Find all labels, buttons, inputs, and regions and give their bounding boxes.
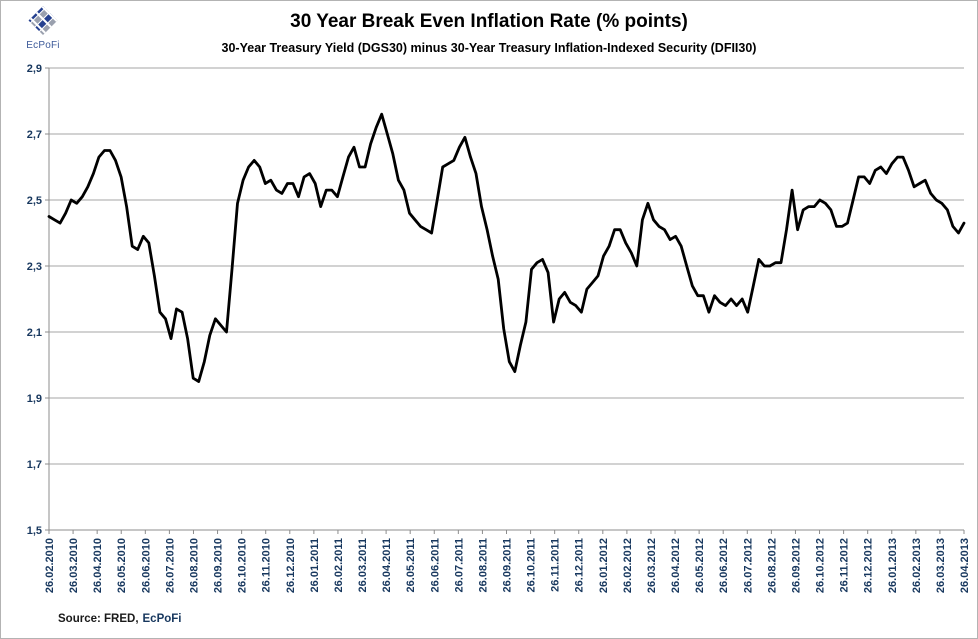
x-axis-tick-label: 26.03.2011 bbox=[357, 538, 369, 592]
data-line bbox=[47, 112, 966, 383]
x-axis-tick-label: 26.01.2012 bbox=[598, 538, 610, 593]
x-axis-tick-label: 26.08.2012 bbox=[766, 538, 778, 593]
x-axis-tick-label: 26.01.2013 bbox=[887, 538, 899, 593]
x-axis-tick-label: 26.02.2010 bbox=[44, 538, 56, 593]
x-axis-tick-label: 26.07.2011 bbox=[453, 538, 465, 592]
x-axis-tick-label: 26.02.2012 bbox=[622, 538, 634, 593]
x-axis-tick-label: 26.02.2013 bbox=[911, 538, 923, 593]
y-axis-tick-label: 1,9 bbox=[27, 393, 42, 405]
x-axis-tick-label: 26.03.2013 bbox=[935, 538, 947, 593]
x-axis-tick-label: 26.04.2011 bbox=[381, 538, 393, 592]
x-axis-tick-label: 26.04.2012 bbox=[670, 538, 682, 593]
x-axis-tick-label: 26.11.2011 bbox=[550, 538, 562, 592]
x-axis-tick-label: 26.07.2010 bbox=[164, 538, 176, 593]
x-axis-tick-label: 26.05.2010 bbox=[116, 538, 128, 593]
x-axis-tick-label: 26.11.2010 bbox=[261, 538, 273, 592]
x-axis-tick-label: 26.08.2010 bbox=[188, 538, 200, 593]
source-label: Source: FRED, bbox=[58, 613, 139, 625]
x-axis-tick-label: 26.08.2011 bbox=[477, 538, 489, 592]
x-axis-tick-label: 26.09.2010 bbox=[213, 538, 225, 593]
x-axis-tick-label: 26.05.2011 bbox=[405, 538, 417, 592]
ecpofi-logo-icon bbox=[28, 6, 58, 35]
source-brand: EcPoFi bbox=[142, 613, 182, 625]
ecpofi-logo: EcPoFi bbox=[15, 5, 71, 51]
x-axis-tick-label: 26.10.2010 bbox=[237, 538, 249, 593]
chart-title: 30 Year Break Even Inflation Rate (% poi… bbox=[290, 11, 688, 32]
x-axis-tick-label: 26.10.2011 bbox=[526, 538, 538, 592]
x-axis-tick-label: 26.12.2012 bbox=[863, 538, 875, 593]
x-axis-tick-label: 26.06.2012 bbox=[718, 538, 730, 593]
x-axis-tick-label: 26.06.2010 bbox=[140, 538, 152, 593]
source-note: Source: FRED, EcPoFi bbox=[58, 613, 182, 625]
x-axis-tick-label: 26.03.2012 bbox=[646, 538, 658, 593]
x-axis-tick-label: 26.04.2013 bbox=[959, 538, 971, 593]
x-axis-tick-label: 26.02.2011 bbox=[333, 538, 345, 592]
x-axis-tick-label: 26.07.2012 bbox=[742, 538, 754, 593]
ecpofi-logo-text: EcPoFi bbox=[26, 40, 60, 51]
x-axis-tick-label: 26.05.2012 bbox=[694, 538, 706, 593]
x-axis-tick-label: 26.03.2010 bbox=[68, 538, 80, 593]
x-axis-tick-label: 26.09.2011 bbox=[502, 538, 514, 592]
y-axis-tick-label: 2,1 bbox=[27, 327, 42, 339]
y-axis-tick-label: 1,5 bbox=[27, 525, 42, 537]
x-axis-tick-label: 26.09.2012 bbox=[790, 538, 802, 593]
x-axis-tick-label: 26.04.2010 bbox=[92, 538, 104, 593]
chart-subtitle: 30-Year Treasury Yield (DGS30) minus 30-… bbox=[221, 41, 757, 55]
x-axis-tick-label: 26.12.2011 bbox=[574, 538, 586, 592]
y-axis-tick-label: 2,3 bbox=[27, 261, 42, 273]
x-axis-tick-label: 26.12.2010 bbox=[285, 538, 297, 593]
x-axis-tick-label: 26.01.2011 bbox=[309, 538, 321, 592]
x-axis-tick-label: 26.11.2012 bbox=[839, 538, 851, 592]
y-axis-tick-label: 2,9 bbox=[27, 63, 42, 75]
x-axis-tick-label: 26.10.2012 bbox=[815, 538, 827, 593]
x-axis-tick-label: 26.06.2011 bbox=[429, 538, 441, 592]
y-axis-tick-label: 2,7 bbox=[27, 129, 42, 141]
y-axis-tick-label: 1,7 bbox=[27, 459, 42, 471]
y-axis-tick-label: 2,5 bbox=[27, 195, 42, 207]
